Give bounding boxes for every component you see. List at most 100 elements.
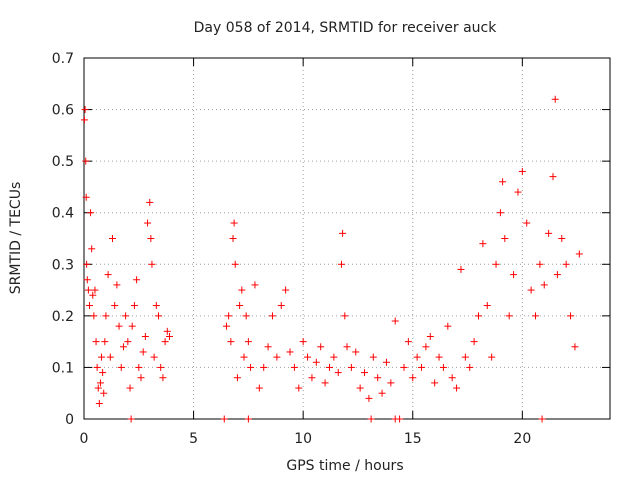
grid-lines <box>84 58 610 419</box>
data-point <box>227 338 235 346</box>
data-point <box>260 363 268 371</box>
data-point <box>157 363 165 371</box>
data-point <box>575 250 583 258</box>
data-point <box>230 219 238 227</box>
data-point <box>146 198 154 206</box>
data-point <box>286 348 294 356</box>
data-point <box>558 235 566 242</box>
data-point <box>81 106 89 114</box>
data-point <box>161 338 169 346</box>
data-point <box>369 353 377 361</box>
data-point <box>124 338 132 346</box>
data-point <box>501 235 509 242</box>
data-point <box>220 415 228 423</box>
data-point <box>505 312 513 320</box>
data-point <box>101 338 109 346</box>
data-point <box>367 415 375 423</box>
data-point <box>98 353 106 361</box>
data-point <box>152 302 160 310</box>
data-point <box>282 286 290 294</box>
data-point <box>247 363 255 371</box>
data-point <box>545 229 553 237</box>
data-point <box>499 178 507 186</box>
data-point <box>492 260 500 268</box>
data-point <box>231 260 239 268</box>
data-point <box>82 193 90 201</box>
data-point <box>444 322 452 330</box>
data-point <box>89 291 97 299</box>
data-point <box>144 219 152 227</box>
data-point <box>553 271 561 279</box>
x-tick-label: 15 <box>404 431 422 447</box>
data-point <box>242 312 250 320</box>
data-point <box>126 384 134 392</box>
data-point <box>106 353 114 361</box>
data-point <box>83 276 91 284</box>
data-point <box>325 363 333 371</box>
data-point <box>163 327 171 335</box>
data-point <box>422 343 430 351</box>
data-point <box>90 312 98 320</box>
plot-frame <box>83 57 611 420</box>
data-point <box>571 343 579 351</box>
data-point <box>453 384 461 392</box>
data-point <box>238 286 246 294</box>
data-point <box>448 374 456 382</box>
y-axis-label: SRMTID / TECUs <box>8 182 24 295</box>
data-point <box>290 363 298 371</box>
data-point <box>341 312 349 320</box>
data-point <box>527 286 535 294</box>
data-point <box>264 343 272 351</box>
y-tick-label: 0.7 <box>52 51 74 67</box>
data-point <box>518 167 526 175</box>
y-tick-label: 0.1 <box>52 360 74 376</box>
data-point <box>483 302 491 310</box>
data-point <box>330 353 338 361</box>
data-point <box>418 363 426 371</box>
data-point <box>317 343 325 351</box>
data-point <box>115 322 123 330</box>
data-point <box>119 343 127 351</box>
data-point <box>255 384 263 392</box>
data-point <box>99 369 107 377</box>
y-tick-label: 0.4 <box>52 206 74 222</box>
data-point <box>567 312 575 320</box>
data-point <box>295 384 303 392</box>
data-point <box>540 281 548 289</box>
data-point <box>510 271 518 279</box>
data-point <box>102 312 110 320</box>
data-point <box>87 209 95 217</box>
data-point <box>251 281 259 289</box>
data-point <box>488 353 496 361</box>
data-points <box>80 95 583 423</box>
chart-title: Day 058 of 2014, SRMTID for receiver auc… <box>194 20 498 36</box>
data-point <box>391 317 399 325</box>
data-point <box>378 389 386 397</box>
data-point <box>531 312 539 320</box>
data-point <box>244 415 252 423</box>
data-point <box>549 173 557 181</box>
data-point <box>321 379 329 387</box>
data-point <box>431 379 439 387</box>
data-point <box>222 322 230 330</box>
data-point <box>100 389 108 397</box>
data-point <box>382 358 390 366</box>
data-point <box>88 245 96 253</box>
data-point <box>277 302 285 310</box>
data-point <box>236 302 244 310</box>
data-point <box>396 415 404 423</box>
data-point <box>536 260 544 268</box>
data-point <box>538 415 546 423</box>
y-tick-label: 0.2 <box>52 309 74 325</box>
data-point <box>137 374 145 382</box>
data-point <box>435 353 443 361</box>
data-point <box>312 358 320 366</box>
x-tick-label: 5 <box>189 431 198 447</box>
data-point <box>127 415 135 423</box>
data-point <box>82 157 90 165</box>
data-point <box>551 95 559 103</box>
data-point <box>404 338 412 346</box>
y-tick-label: 0 <box>65 412 74 428</box>
data-point <box>461 353 469 361</box>
